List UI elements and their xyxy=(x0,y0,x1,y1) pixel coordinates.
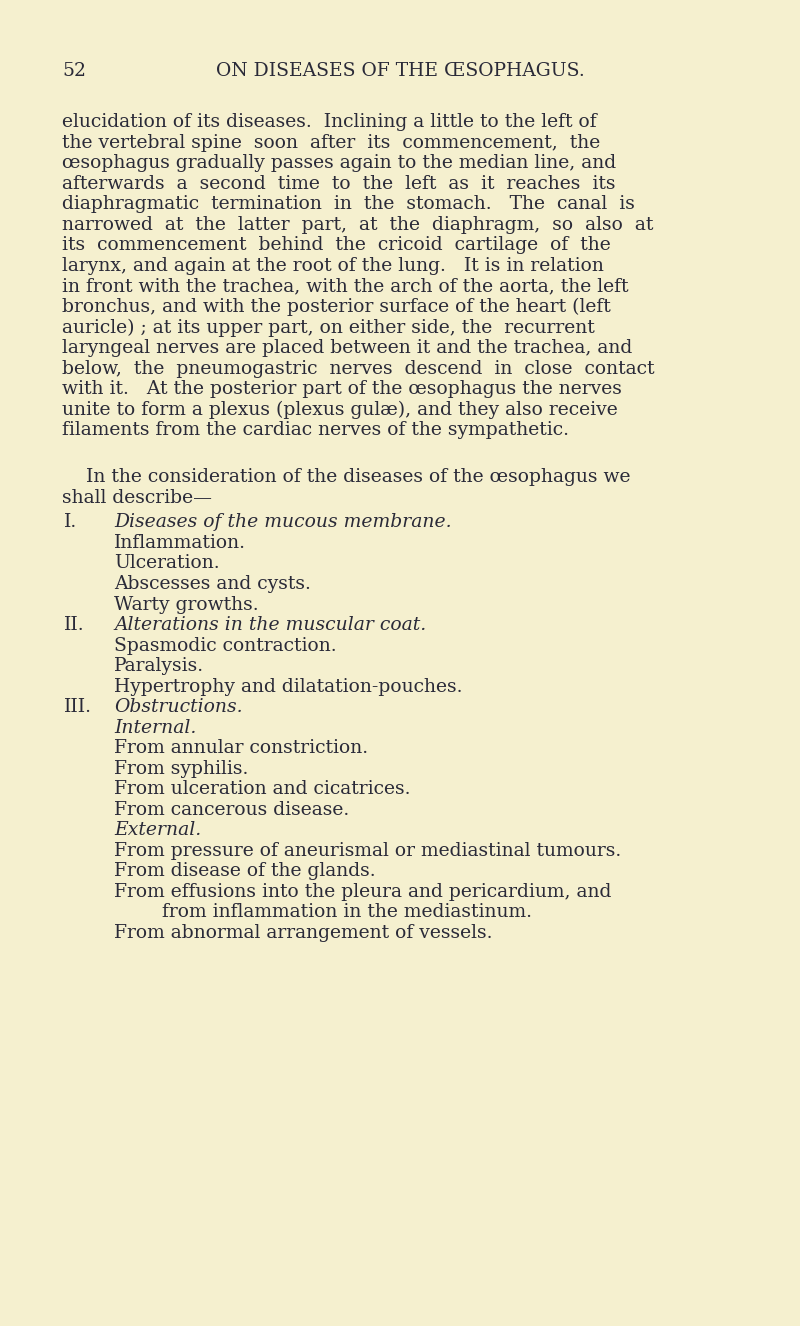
Text: filaments from the cardiac nerves of the sympathetic.: filaments from the cardiac nerves of the… xyxy=(62,422,569,439)
Text: I.: I. xyxy=(64,513,78,532)
Text: ON DISEASES OF THE ŒSOPHAGUS.: ON DISEASES OF THE ŒSOPHAGUS. xyxy=(216,62,584,80)
Text: Abscesses and cysts.: Abscesses and cysts. xyxy=(114,575,311,593)
Text: Spasmodic contraction.: Spasmodic contraction. xyxy=(114,636,337,655)
Text: elucidation of its diseases.  Inclining a little to the left of: elucidation of its diseases. Inclining a… xyxy=(62,113,597,131)
Text: in front with the trachea, with the arch of the aorta, the left: in front with the trachea, with the arch… xyxy=(62,277,629,296)
Text: afterwards  a  second  time  to  the  left  as  it  reaches  its: afterwards a second time to the left as … xyxy=(62,175,615,192)
Text: Hypertrophy and dilatation-pouches.: Hypertrophy and dilatation-pouches. xyxy=(114,678,462,696)
Text: III.: III. xyxy=(64,697,92,716)
Text: In the consideration of the diseases of the œsophagus we: In the consideration of the diseases of … xyxy=(62,468,630,487)
Text: Paralysis.: Paralysis. xyxy=(114,658,204,675)
Text: Warty growths.: Warty growths. xyxy=(114,595,258,614)
Text: the vertebral spine  soon  after  its  commencement,  the: the vertebral spine soon after its comme… xyxy=(62,134,600,151)
Text: laryngeal nerves are placed between it and the trachea, and: laryngeal nerves are placed between it a… xyxy=(62,339,632,357)
Text: larynx, and again at the root of the lung.   It is in relation: larynx, and again at the root of the lun… xyxy=(62,257,604,274)
Text: below,  the  pneumogastric  nerves  descend  in  close  contact: below, the pneumogastric nerves descend … xyxy=(62,359,654,378)
Text: From cancerous disease.: From cancerous disease. xyxy=(114,801,350,818)
Text: its  commencement  behind  the  cricoid  cartilage  of  the: its commencement behind the cricoid cart… xyxy=(62,236,610,255)
Text: narrowed  at  the  latter  part,  at  the  diaphragm,  so  also  at: narrowed at the latter part, at the diap… xyxy=(62,216,654,233)
Text: shall describe—: shall describe— xyxy=(62,489,212,507)
Text: with it.   At the posterior part of the œsophagus the nerves: with it. At the posterior part of the œs… xyxy=(62,381,622,398)
Text: II.: II. xyxy=(64,617,85,634)
Text: From ulceration and cicatrices.: From ulceration and cicatrices. xyxy=(114,780,410,798)
Text: From effusions into the pleura and pericardium, and: From effusions into the pleura and peric… xyxy=(114,883,611,900)
Text: Alterations in the muscular coat.: Alterations in the muscular coat. xyxy=(114,617,426,634)
Text: Obstructions.: Obstructions. xyxy=(114,697,242,716)
Text: Internal.: Internal. xyxy=(114,719,196,737)
Text: bronchus, and with the posterior surface of the heart (left: bronchus, and with the posterior surface… xyxy=(62,298,610,316)
Text: diaphragmatic  termination  in  the  stomach.   The  canal  is: diaphragmatic termination in the stomach… xyxy=(62,195,635,213)
Text: Ulceration.: Ulceration. xyxy=(114,554,220,573)
Text: 52: 52 xyxy=(62,62,86,80)
Text: œsophagus gradually passes again to the median line, and: œsophagus gradually passes again to the … xyxy=(62,154,616,172)
Text: from inflammation in the mediastinum.: from inflammation in the mediastinum. xyxy=(162,903,532,922)
Text: From pressure of aneurismal or mediastinal tumours.: From pressure of aneurismal or mediastin… xyxy=(114,842,622,859)
Text: Inflammation.: Inflammation. xyxy=(114,534,246,552)
Text: From disease of the glands.: From disease of the glands. xyxy=(114,862,376,880)
Text: Diseases of the mucous membrane.: Diseases of the mucous membrane. xyxy=(114,513,452,532)
Text: From syphilis.: From syphilis. xyxy=(114,760,248,777)
Text: unite to form a plexus (plexus gulæ), and they also receive: unite to form a plexus (plexus gulæ), an… xyxy=(62,400,618,419)
Text: auricle) ; at its upper part, on either side, the  recurrent: auricle) ; at its upper part, on either … xyxy=(62,318,594,337)
Text: From abnormal arrangement of vessels.: From abnormal arrangement of vessels. xyxy=(114,924,493,941)
Text: External.: External. xyxy=(114,821,202,839)
Text: From annular constriction.: From annular constriction. xyxy=(114,739,368,757)
